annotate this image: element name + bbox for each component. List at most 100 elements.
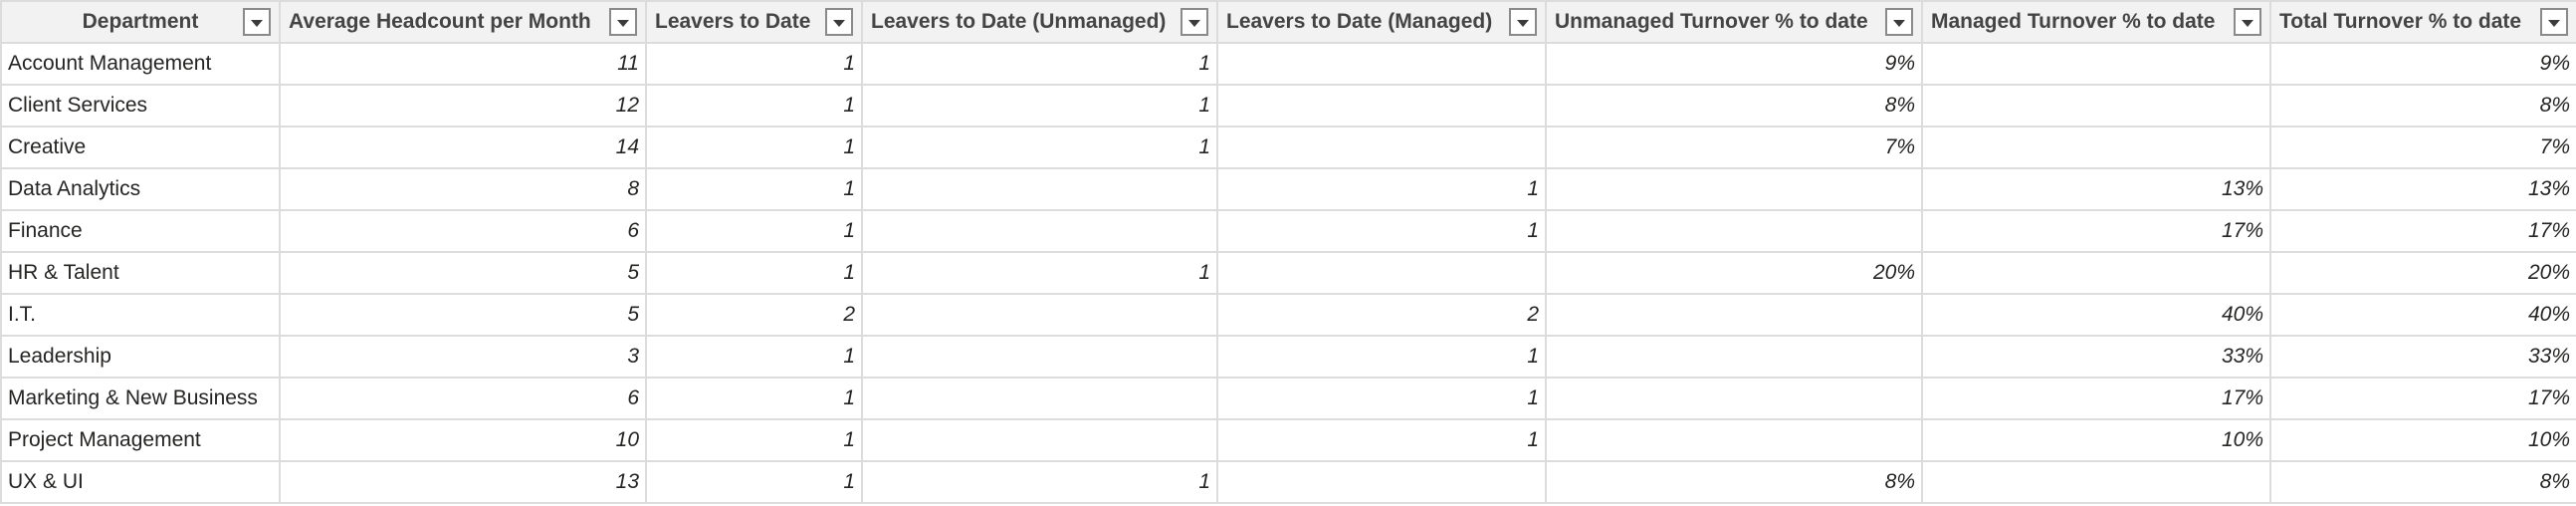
dropdown-arrow-icon[interactable] [1885,8,1913,36]
cell-leavers[interactable]: 2 [645,293,863,337]
cell-leavers-unmanaged[interactable] [861,293,1218,337]
cell-leavers-unmanaged[interactable]: 1 [861,126,1218,169]
cell-leavers-managed[interactable]: 1 [1216,377,1547,420]
cell-leavers-unmanaged[interactable]: 1 [861,460,1218,504]
cell-avg-headcount[interactable]: 5 [279,251,647,295]
cell-avg-headcount[interactable]: 6 [279,209,647,253]
cell-leavers[interactable]: 1 [645,251,863,295]
dropdown-arrow-icon[interactable] [243,8,271,36]
cell-avg-headcount[interactable]: 5 [279,293,647,337]
cell-leavers-unmanaged[interactable] [861,167,1218,211]
cell-avg-headcount[interactable]: 12 [279,84,647,127]
cell-avg-headcount[interactable]: 10 [279,418,647,462]
cell-unmanaged-pct[interactable] [1545,209,1923,253]
cell-leavers-unmanaged[interactable] [861,335,1218,379]
cell-managed-pct[interactable] [1921,126,2271,169]
cell-department[interactable]: Finance [0,209,281,253]
cell-department[interactable]: Client Services [0,84,281,127]
table-row[interactable]: Client Services 12 1 1 8% 8% [0,84,2576,127]
cell-total-pct[interactable]: 10% [2269,418,2576,462]
cell-department[interactable]: Account Management [0,42,281,86]
cell-leavers-unmanaged[interactable] [861,377,1218,420]
cell-avg-headcount[interactable]: 11 [279,42,647,86]
dropdown-arrow-icon[interactable] [825,8,853,36]
cell-unmanaged-pct[interactable]: 9% [1545,42,1923,86]
cell-leavers-managed[interactable]: 2 [1216,293,1547,337]
cell-leavers[interactable]: 1 [645,418,863,462]
cell-leavers-managed[interactable]: 1 [1216,335,1547,379]
cell-avg-headcount[interactable]: 13 [279,460,647,504]
column-header-unmanaged-turnover[interactable]: Unmanaged Turnover % to date [1545,0,1923,44]
cell-managed-pct[interactable]: 33% [1921,335,2271,379]
cell-department[interactable]: Creative [0,126,281,169]
column-header-leavers-managed[interactable]: Leavers to Date (Managed) [1216,0,1547,44]
cell-managed-pct[interactable]: 17% [1921,209,2271,253]
table-row[interactable]: Finance 6 1 1 17% 17% [0,209,2576,253]
dropdown-arrow-icon[interactable] [2234,8,2261,36]
cell-leavers[interactable]: 1 [645,460,863,504]
table-row[interactable]: Leadership 3 1 1 33% 33% [0,335,2576,379]
table-row[interactable]: Data Analytics 8 1 1 13% 13% [0,167,2576,211]
cell-unmanaged-pct[interactable] [1545,167,1923,211]
table-row[interactable]: UX & UI 13 1 1 8% 8% [0,460,2576,504]
cell-department[interactable]: UX & UI [0,460,281,504]
cell-leavers[interactable]: 1 [645,84,863,127]
cell-total-pct[interactable]: 7% [2269,126,2576,169]
cell-total-pct[interactable]: 40% [2269,293,2576,337]
cell-managed-pct[interactable]: 13% [1921,167,2271,211]
cell-managed-pct[interactable] [1921,251,2271,295]
cell-leavers-unmanaged[interactable] [861,418,1218,462]
cell-department[interactable]: I.T. [0,293,281,337]
cell-leavers-managed[interactable] [1216,126,1547,169]
cell-leavers[interactable]: 1 [645,377,863,420]
cell-managed-pct[interactable]: 40% [1921,293,2271,337]
cell-department[interactable]: Project Management [0,418,281,462]
cell-unmanaged-pct[interactable]: 20% [1545,251,1923,295]
cell-leavers-unmanaged[interactable]: 1 [861,42,1218,86]
table-row[interactable]: I.T. 5 2 2 40% 40% [0,293,2576,337]
cell-total-pct[interactable]: 33% [2269,335,2576,379]
cell-department[interactable]: Marketing & New Business [0,377,281,420]
column-header-average-headcount[interactable]: Average Headcount per Month [279,0,647,44]
cell-total-pct[interactable]: 9% [2269,42,2576,86]
cell-avg-headcount[interactable]: 14 [279,126,647,169]
dropdown-arrow-icon[interactable] [1181,8,1208,36]
cell-leavers-managed[interactable]: 1 [1216,167,1547,211]
cell-managed-pct[interactable] [1921,84,2271,127]
cell-unmanaged-pct[interactable]: 7% [1545,126,1923,169]
cell-total-pct[interactable]: 8% [2269,84,2576,127]
dropdown-arrow-icon[interactable] [1509,8,1537,36]
cell-department[interactable]: HR & Talent [0,251,281,295]
cell-managed-pct[interactable] [1921,42,2271,86]
cell-unmanaged-pct[interactable] [1545,418,1923,462]
cell-avg-headcount[interactable]: 8 [279,167,647,211]
cell-leavers-unmanaged[interactable]: 1 [861,251,1218,295]
table-row[interactable]: HR & Talent 5 1 1 20% 20% [0,251,2576,295]
cell-leavers-managed[interactable]: 1 [1216,209,1547,253]
cell-leavers-unmanaged[interactable] [861,209,1218,253]
cell-total-pct[interactable]: 8% [2269,460,2576,504]
cell-total-pct[interactable]: 17% [2269,377,2576,420]
dropdown-arrow-icon[interactable] [2540,8,2568,36]
cell-unmanaged-pct[interactable] [1545,377,1923,420]
cell-leavers[interactable]: 1 [645,126,863,169]
cell-department[interactable]: Data Analytics [0,167,281,211]
table-row[interactable]: Marketing & New Business 6 1 1 17% 17% [0,377,2576,420]
column-header-leavers-unmanaged[interactable]: Leavers to Date (Unmanaged) [861,0,1218,44]
cell-leavers-managed[interactable] [1216,251,1547,295]
cell-leavers[interactable]: 1 [645,209,863,253]
column-header-department[interactable]: Department [0,0,281,44]
cell-leavers-managed[interactable]: 1 [1216,418,1547,462]
cell-leavers[interactable]: 1 [645,42,863,86]
cell-leavers[interactable]: 1 [645,335,863,379]
cell-unmanaged-pct[interactable]: 8% [1545,460,1923,504]
cell-managed-pct[interactable] [1921,460,2271,504]
cell-avg-headcount[interactable]: 6 [279,377,647,420]
cell-total-pct[interactable]: 13% [2269,167,2576,211]
cell-managed-pct[interactable]: 17% [1921,377,2271,420]
cell-managed-pct[interactable]: 10% [1921,418,2271,462]
cell-leavers-managed[interactable] [1216,42,1547,86]
cell-unmanaged-pct[interactable] [1545,293,1923,337]
cell-department[interactable]: Leadership [0,335,281,379]
cell-leavers-unmanaged[interactable]: 1 [861,84,1218,127]
